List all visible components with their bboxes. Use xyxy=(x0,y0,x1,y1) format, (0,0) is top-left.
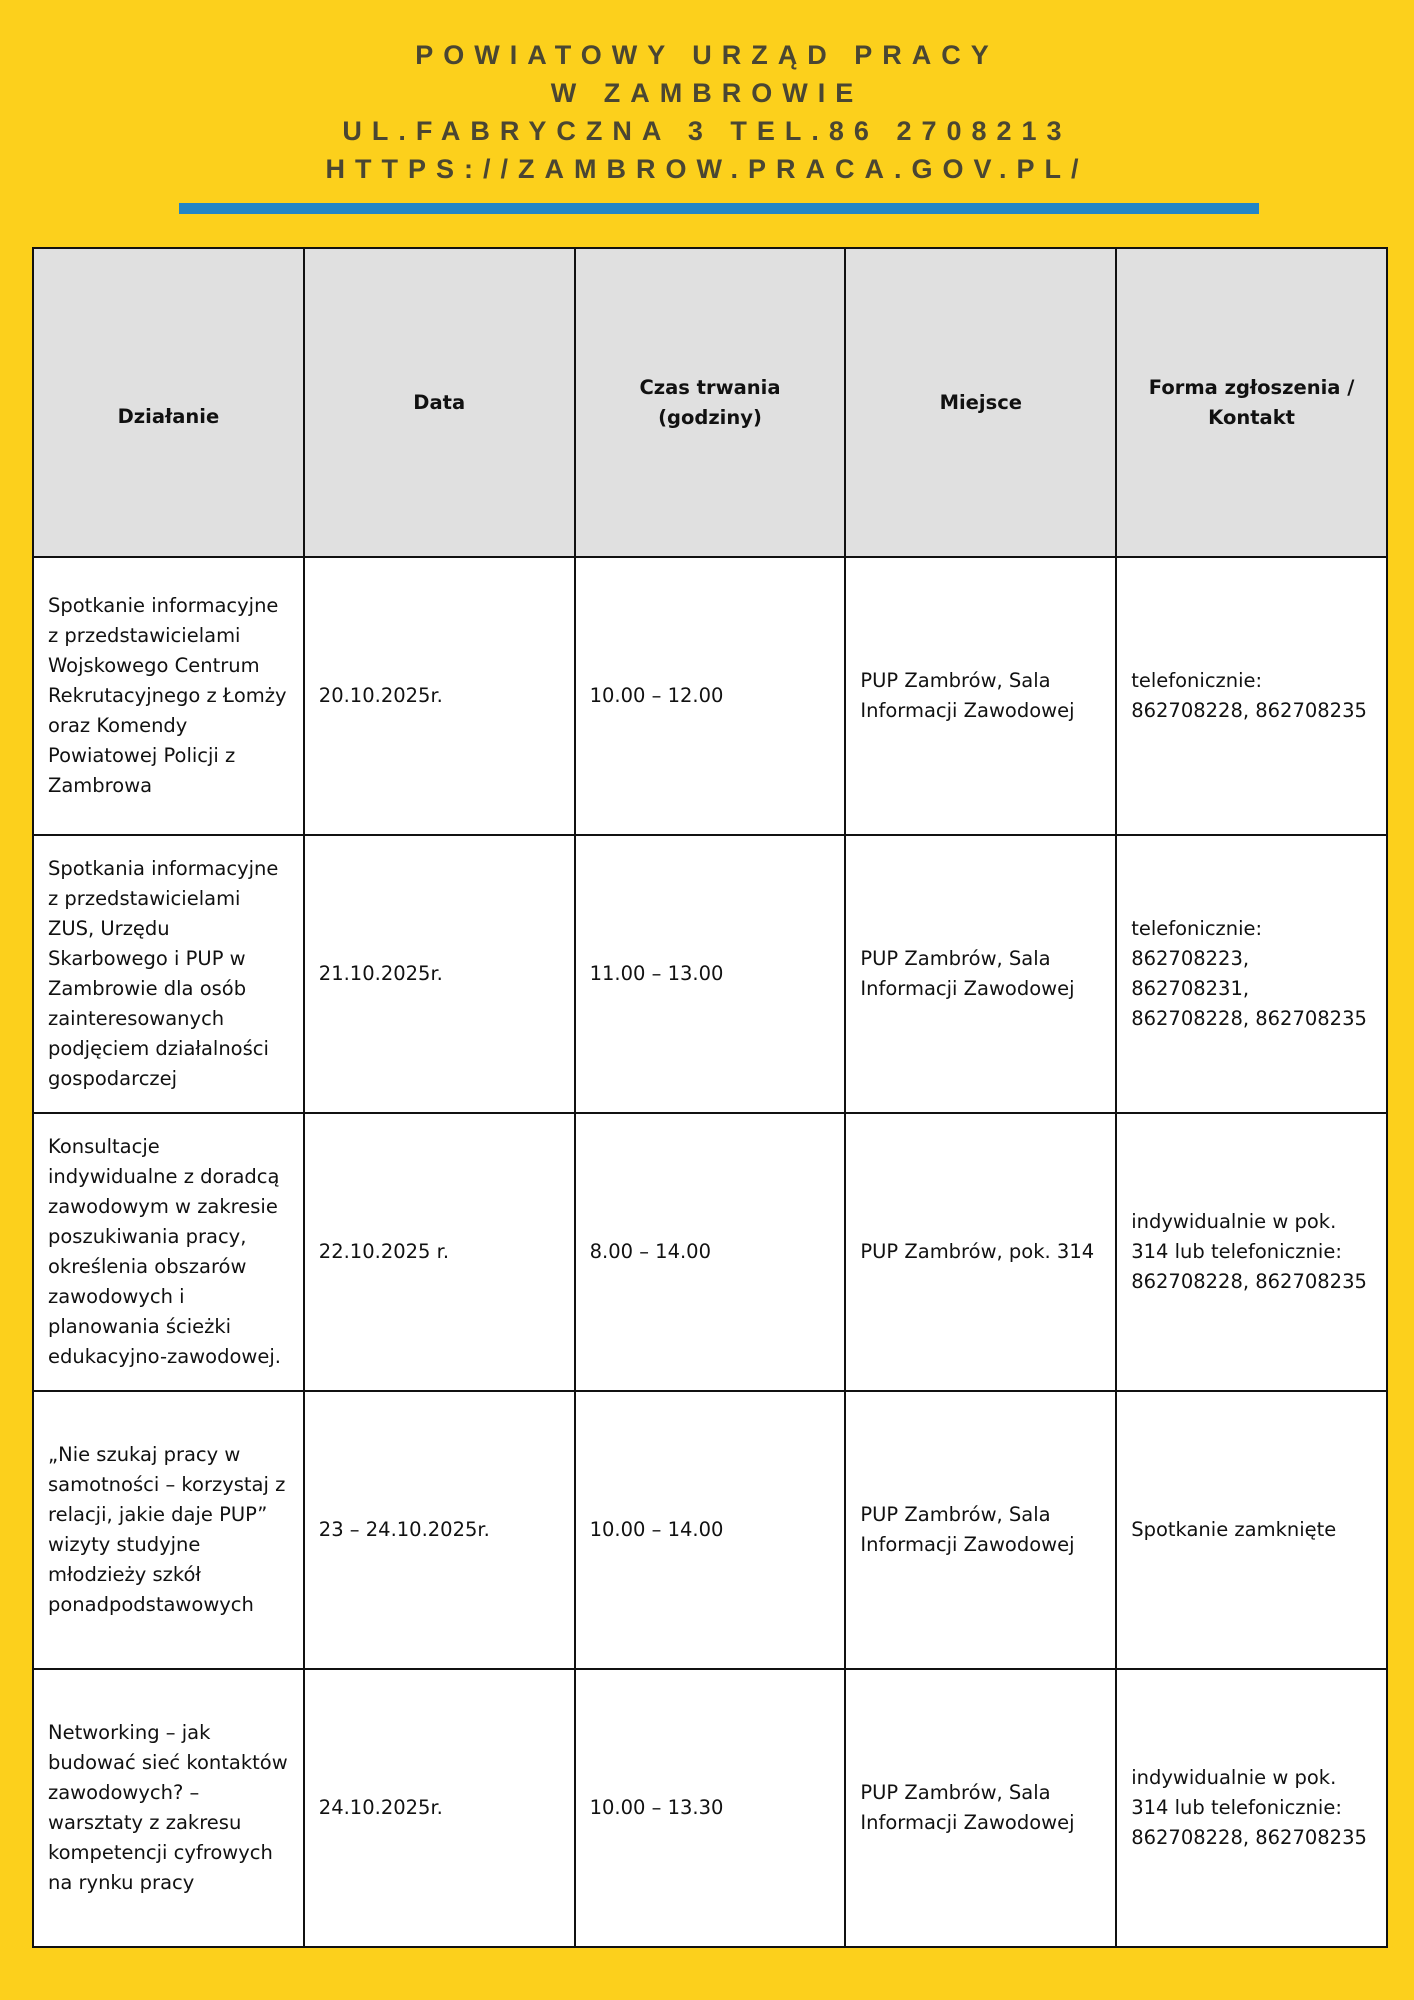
date-cell: 21.10.2025r. xyxy=(302,834,576,1114)
date-cell: 22.10.2025 r. xyxy=(302,1112,576,1392)
location-cell: PUP Zambrów, Sala Informacji Zawodowej xyxy=(844,556,1118,836)
date-cell: 24.10.2025r. xyxy=(302,1668,576,1948)
contact-cell: indywidualnie w pok. 314 lub telefoniczn… xyxy=(1115,1112,1388,1392)
duration-cell: 10.00 – 12.00 xyxy=(573,556,847,836)
accent-divider xyxy=(179,203,1259,214)
table-row: Spotkania informacyjne z przedstawiciela… xyxy=(32,834,1388,1114)
location-cell: PUP Zambrów, pok. 314 xyxy=(844,1112,1118,1392)
duration-cell: 10.00 – 13.30 xyxy=(573,1668,847,1948)
header-url: HTTPS://ZAMBROW.PRACA.GOV.PL/ xyxy=(325,154,1089,184)
schedule-table: Działanie Data Czas trwania (godziny) Mi… xyxy=(32,247,1388,1948)
contact-cell: Spotkanie zamknięte xyxy=(1115,1390,1388,1670)
contact-cell: indywidualnie w pok. 314 lub telefoniczn… xyxy=(1115,1668,1388,1948)
table-row: „Nie szukaj pracy w samotności – korzyst… xyxy=(32,1390,1388,1670)
activity-cell: Konsultacje indywidualne z doradcą zawod… xyxy=(32,1112,305,1392)
column-header: Data xyxy=(302,247,576,558)
header-address: UL.FABRYCZNA 3 TEL.86 2708213 xyxy=(342,116,1072,146)
duration-cell: 11.00 – 13.00 xyxy=(573,834,847,1114)
table-row: Spotkanie informacyjne z przedstawiciela… xyxy=(32,556,1388,836)
contact-cell: telefonicznie: 862708223, 862708231, 862… xyxy=(1115,834,1388,1114)
activity-cell: Networking – jak budować sieć kontaktów … xyxy=(32,1668,305,1948)
location-cell: PUP Zambrów, Sala Informacji Zawodowej xyxy=(844,1668,1118,1948)
table-row: Konsultacje indywidualne z doradcą zawod… xyxy=(32,1112,1388,1392)
contact-cell: telefonicznie: 862708228, 862708235 xyxy=(1115,556,1388,836)
date-cell: 23 – 24.10.2025r. xyxy=(302,1390,576,1670)
column-header: Forma zgłoszenia / Kontakt xyxy=(1115,247,1388,558)
location-cell: PUP Zambrów, Sala Informacji Zawodowej xyxy=(844,834,1118,1114)
duration-cell: 10.00 – 14.00 xyxy=(573,1390,847,1670)
activity-cell: Spotkania informacyjne z przedstawiciela… xyxy=(32,834,305,1114)
activity-cell: „Nie szukaj pracy w samotności – korzyst… xyxy=(32,1390,305,1670)
header-line-1: POWIATOWY URZĄD PRACY xyxy=(415,40,999,70)
location-cell: PUP Zambrów, Sala Informacji Zawodowej xyxy=(844,1390,1118,1670)
date-cell: 20.10.2025r. xyxy=(302,556,576,836)
duration-cell: 8.00 – 14.00 xyxy=(573,1112,847,1392)
page-header: POWIATOWY URZĄD PRACY W ZAMBROWIE UL.FAB… xyxy=(0,36,1414,188)
header-line-2: W ZAMBROWIE xyxy=(550,78,864,108)
activity-cell: Spotkanie informacyjne z przedstawiciela… xyxy=(32,556,305,836)
column-header: Czas trwania (godziny) xyxy=(573,247,847,558)
column-header: Miejsce xyxy=(844,247,1118,558)
column-header: Działanie xyxy=(32,247,305,558)
table-header-row: Działanie Data Czas trwania (godziny) Mi… xyxy=(32,247,1388,558)
table-row: Networking – jak budować sieć kontaktów … xyxy=(32,1668,1388,1948)
